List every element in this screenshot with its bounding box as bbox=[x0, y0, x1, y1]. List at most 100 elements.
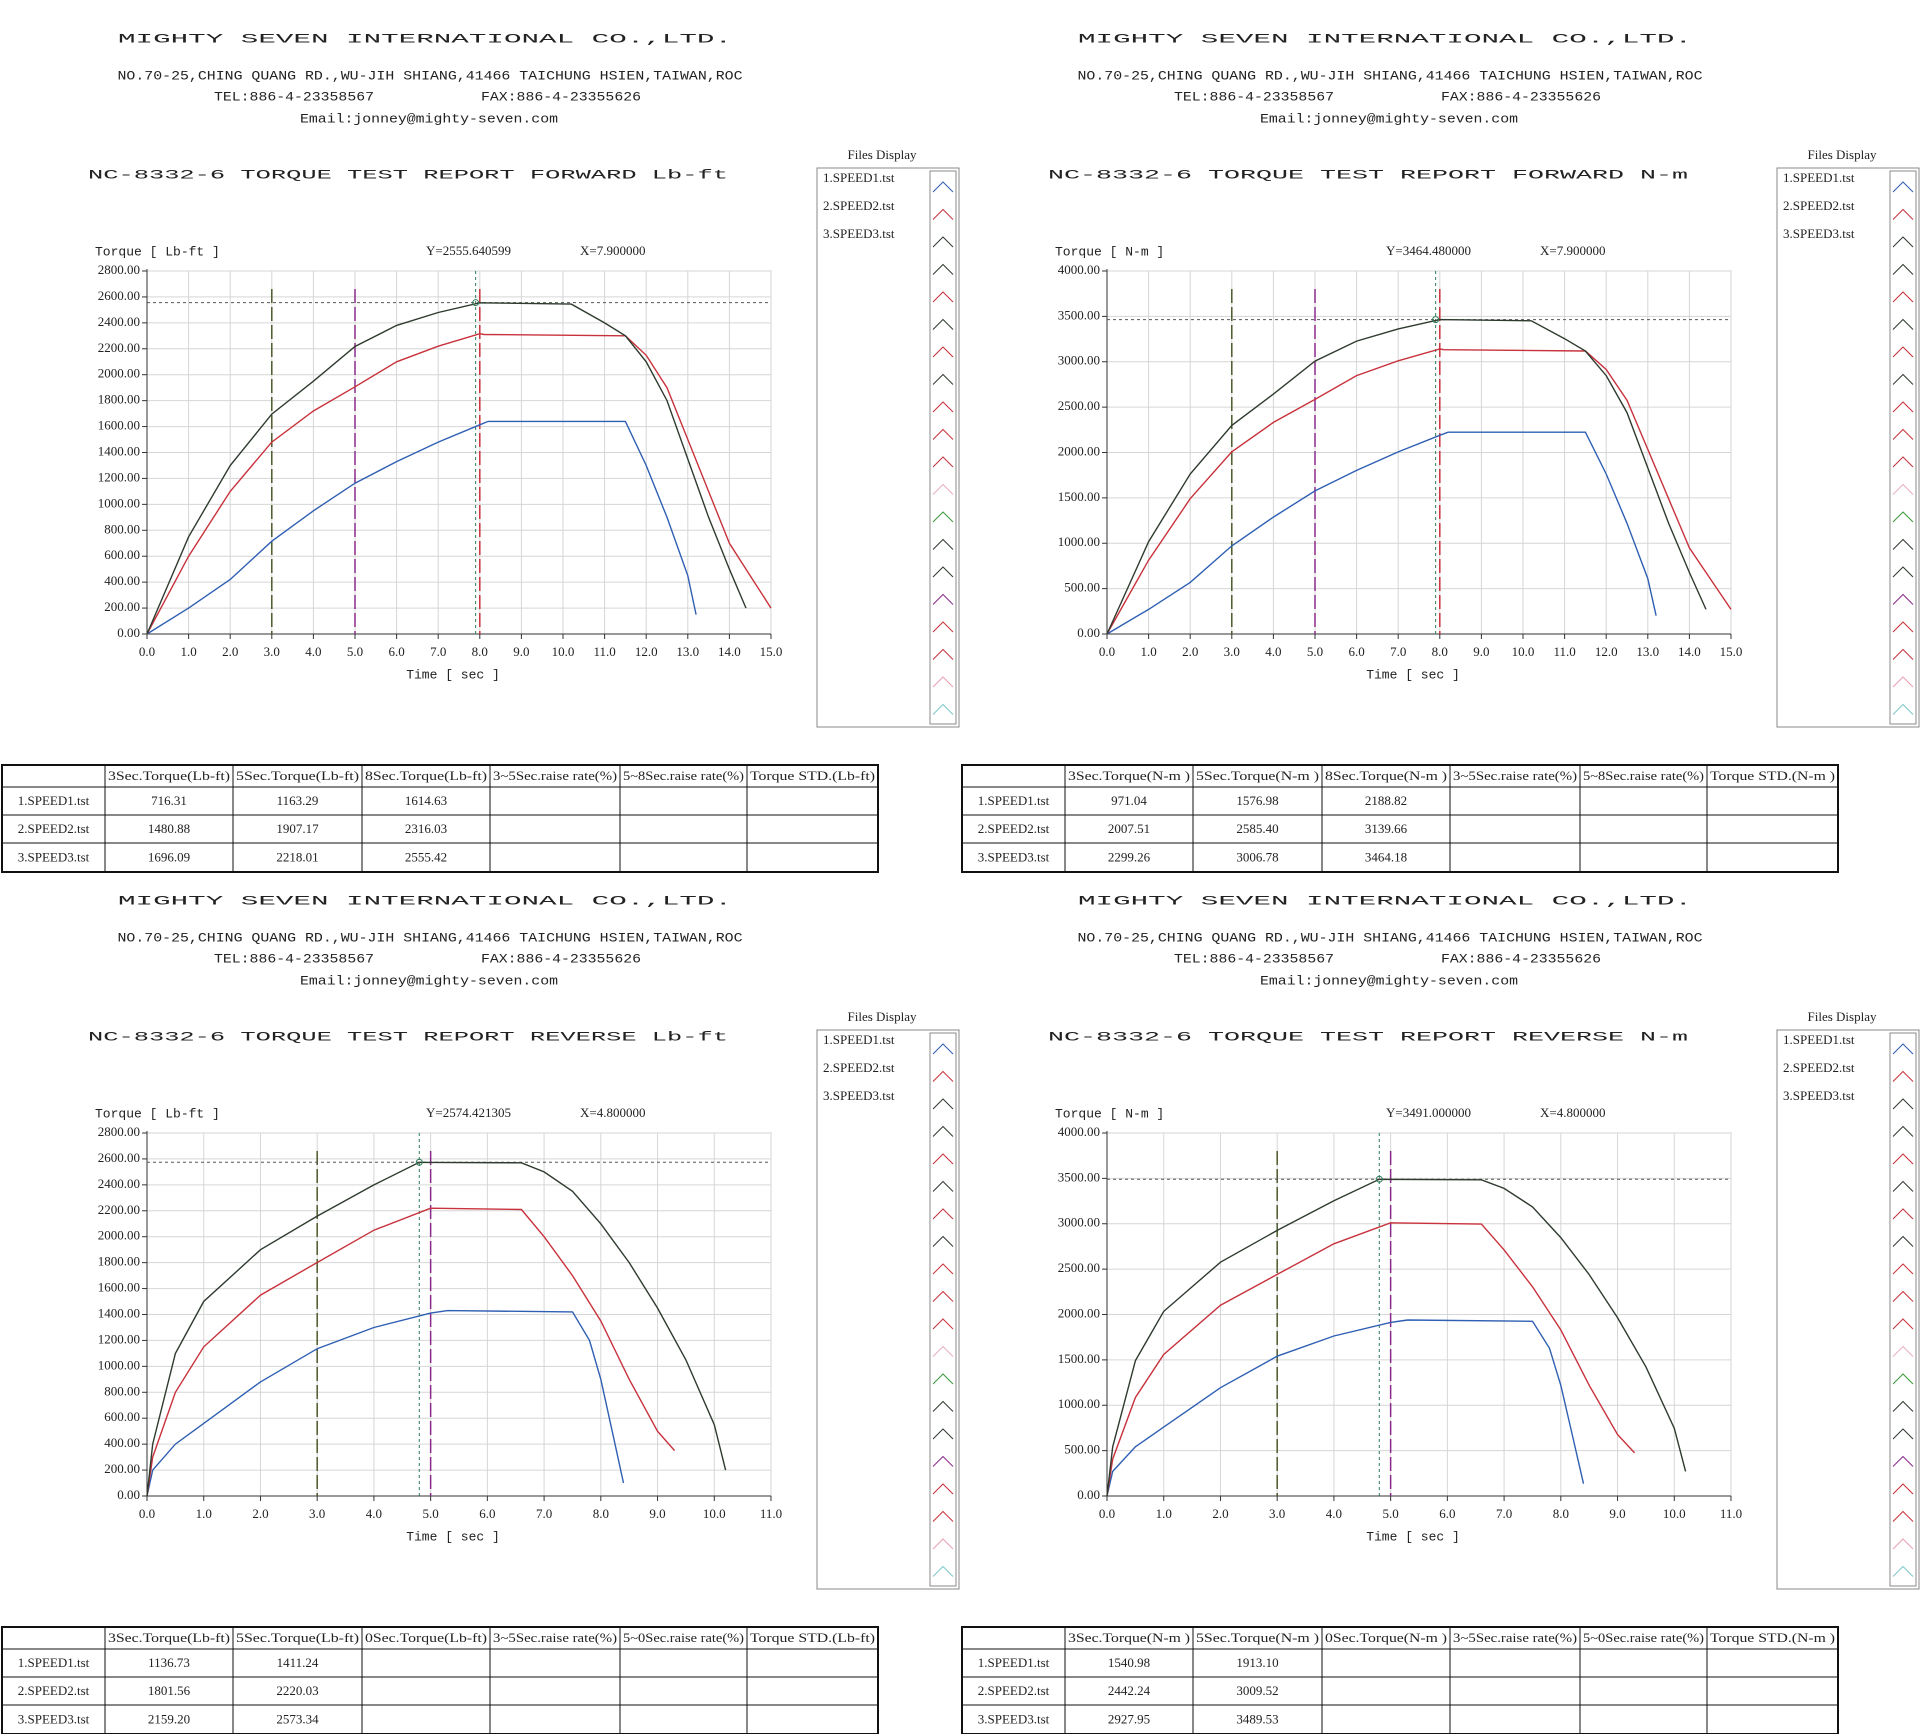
company-tel: TEL:886-4-23358567 bbox=[214, 951, 374, 966]
table-cell: 3006.78 bbox=[1236, 849, 1278, 864]
table-header-cell: 0Sec.Torque(N-m ) bbox=[1325, 1630, 1447, 1645]
company-email: Email:jonney@mighty-seven.com bbox=[300, 973, 558, 988]
file-name: 1.SPEED1.tst bbox=[823, 170, 895, 185]
table-cell: 2585.40 bbox=[1236, 821, 1278, 836]
table-frame bbox=[1, 1626, 879, 1734]
y-tick-label: 2000.00 bbox=[1058, 1305, 1100, 1320]
series-line bbox=[1106, 1319, 1585, 1497]
company-address: NO.70-25,CHING QUANG RD.,WU-JIH SHIANG,4… bbox=[1078, 68, 1703, 83]
table-header-cell: 5Sec.Torque(N-m ) bbox=[1196, 768, 1319, 783]
x-tick-label: 12.0 bbox=[635, 644, 658, 659]
y-tick-label: 3500.00 bbox=[1058, 307, 1100, 322]
table-header-cell: 3Sec.Torque(Lb-ft) bbox=[108, 1630, 230, 1645]
file-icon bbox=[1892, 1153, 1914, 1165]
y-tick-label: 2000.00 bbox=[98, 1228, 140, 1243]
series-line bbox=[146, 1207, 676, 1497]
x-tick-label: 7.0 bbox=[430, 644, 446, 659]
table-cell: 1913.10 bbox=[1236, 1655, 1278, 1670]
file-icon bbox=[1892, 511, 1914, 523]
table-header-cell: Torque STD.(Lb-ft) bbox=[750, 768, 875, 783]
y-tick-label: 2200.00 bbox=[98, 1202, 140, 1217]
table-header-cell: 3Sec.Torque(N-m ) bbox=[1068, 1630, 1190, 1645]
company-name: MIGHTY SEVEN INTERNATIONAL CO.,LTD. bbox=[1078, 31, 1692, 46]
x-tick-label: 2.0 bbox=[252, 1506, 268, 1521]
y-tick-label: 400.00 bbox=[104, 573, 140, 588]
file-icon bbox=[1892, 1483, 1914, 1495]
series-line bbox=[1106, 348, 1732, 635]
file-icon bbox=[932, 676, 954, 688]
y-tick-label: 1000.00 bbox=[98, 1357, 140, 1372]
file-icon bbox=[1892, 1208, 1914, 1220]
x-tick-label: 2.0 bbox=[1212, 1506, 1228, 1521]
table-cell: 1801.56 bbox=[148, 1683, 191, 1698]
cursor-y-readout: Y=2555.640599 bbox=[426, 243, 511, 258]
y-tick-label: 0.00 bbox=[117, 625, 140, 640]
cursor-x-readout: X=7.900000 bbox=[580, 243, 645, 258]
table-cell: 2927.95 bbox=[1108, 1711, 1150, 1726]
x-tick-label: 6.0 bbox=[1439, 1506, 1455, 1521]
table-header-cell: 5~8Sec.raise rate(%) bbox=[1583, 768, 1704, 783]
report-panel: MIGHTY SEVEN INTERNATIONAL CO.,LTD. NO.70… bbox=[961, 31, 1920, 873]
file-icon bbox=[1892, 593, 1914, 605]
table-header-cell: 3~5Sec.raise rate(%) bbox=[493, 768, 617, 783]
table-header-cell: 3~5Sec.raise rate(%) bbox=[1453, 768, 1577, 783]
report-panel: MIGHTY SEVEN INTERNATIONAL CO.,LTD. NO.70… bbox=[961, 893, 1920, 1734]
file-icon bbox=[932, 1428, 954, 1440]
file-icon bbox=[1892, 703, 1914, 715]
table-cell: 1696.09 bbox=[148, 849, 190, 864]
x-tick-label: 1.0 bbox=[1156, 1506, 1172, 1521]
file-icon bbox=[1892, 1043, 1914, 1055]
report-panel: MIGHTY SEVEN INTERNATIONAL CO.,LTD. NO.70… bbox=[1, 893, 960, 1734]
x-tick-label: 1.0 bbox=[180, 644, 196, 659]
file-icon bbox=[932, 456, 954, 468]
y-tick-label: 200.00 bbox=[104, 599, 140, 614]
file-icon bbox=[932, 1070, 954, 1082]
x-tick-label: 4.0 bbox=[366, 1506, 382, 1521]
file-icon bbox=[932, 648, 954, 660]
file-name: 3.SPEED3.tst bbox=[823, 226, 895, 241]
x-tick-label: 3.0 bbox=[1269, 1506, 1285, 1521]
table-cell: 2188.82 bbox=[1365, 793, 1407, 808]
file-icon bbox=[932, 1373, 954, 1385]
table-header-cell: 3Sec.Torque(Lb-ft) bbox=[108, 768, 230, 783]
x-tick-label: 3.0 bbox=[264, 644, 280, 659]
x-tick-label: 4.0 bbox=[1326, 1506, 1342, 1521]
table-cell: 2299.26 bbox=[1108, 849, 1151, 864]
table-header-cell: 3Sec.Torque(N-m ) bbox=[1068, 768, 1190, 783]
report-title: NC-8332-6 TORQUE TEST REPORT REVERSE N-m bbox=[1048, 1029, 1688, 1044]
file-name: 1.SPEED1.tst bbox=[1783, 170, 1855, 185]
icon-column bbox=[1889, 1032, 1917, 1587]
x-tick-label: 10.0 bbox=[552, 644, 575, 659]
company-fax: FAX:886-4-23355626 bbox=[481, 951, 641, 966]
table-cell: 2555.42 bbox=[405, 849, 447, 864]
file-icon bbox=[1892, 1098, 1914, 1110]
y-tick-label: 2400.00 bbox=[98, 1176, 140, 1191]
x-tick-label: 2.0 bbox=[222, 644, 238, 659]
file-icon bbox=[1892, 181, 1914, 193]
file-icon bbox=[1892, 1318, 1914, 1330]
y-tick-label: 3000.00 bbox=[1058, 1215, 1100, 1230]
table-row-name: 1.SPEED1.tst bbox=[18, 793, 90, 808]
y-tick-label: 1600.00 bbox=[98, 1280, 140, 1295]
file-name: 3.SPEED3.tst bbox=[1783, 226, 1855, 241]
file-name: 3.SPEED3.tst bbox=[823, 1088, 895, 1103]
table-cell: 3489.53 bbox=[1236, 1711, 1278, 1726]
file-icon bbox=[932, 263, 954, 275]
cursor-point bbox=[472, 299, 480, 307]
company-fax: FAX:886-4-23355626 bbox=[481, 89, 641, 104]
y-tick-label: 600.00 bbox=[104, 1409, 140, 1424]
file-icon bbox=[932, 483, 954, 495]
company-fax: FAX:886-4-23355626 bbox=[1441, 89, 1601, 104]
table-row-name: 2.SPEED2.tst bbox=[18, 821, 90, 836]
file-icon bbox=[1892, 1180, 1914, 1192]
table-header-cell: 3~5Sec.raise rate(%) bbox=[1453, 1630, 1577, 1645]
y-axis-label: Torque [ Lb-ft ] bbox=[95, 244, 220, 259]
company-name: MIGHTY SEVEN INTERNATIONAL CO.,LTD. bbox=[118, 893, 732, 908]
file-name: 2.SPEED2.tst bbox=[823, 198, 895, 213]
files-display-title: Files Display bbox=[1808, 1009, 1877, 1024]
table-cell: 2573.34 bbox=[276, 1711, 319, 1726]
table-cell: 2442.24 bbox=[1108, 1683, 1151, 1698]
y-tick-label: 500.00 bbox=[1064, 1442, 1100, 1457]
file-icon bbox=[1892, 1400, 1914, 1412]
y-tick-label: 1400.00 bbox=[98, 443, 140, 458]
